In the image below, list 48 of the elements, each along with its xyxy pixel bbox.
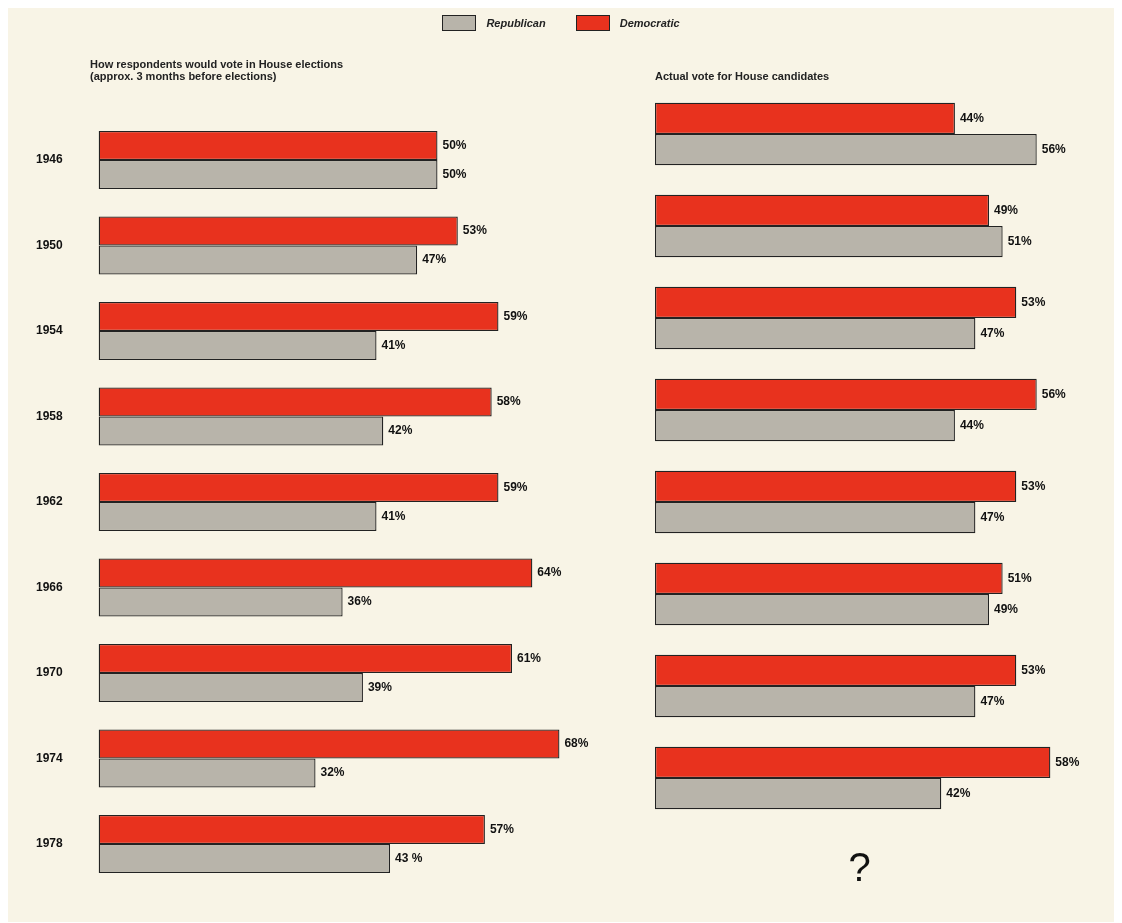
chart-title: Actual vote for House candidates — [655, 70, 830, 82]
data-label: 53% — [1021, 478, 1046, 493]
data-label: 43 % — [395, 850, 423, 865]
y-tick-label: 1974 — [35, 750, 64, 765]
data-label: 61% — [517, 650, 542, 665]
data-label: 39% — [367, 679, 393, 694]
data-label: 41% — [381, 337, 406, 352]
data-label: 50% — [442, 166, 467, 181]
data-label: 58% — [496, 394, 522, 409]
data-label: 47% — [980, 325, 1005, 340]
data-label: 56% — [1041, 141, 1067, 156]
data-label: 49% — [994, 601, 1019, 616]
data-label: 47% — [422, 252, 447, 267]
y-tick-label: 1954 — [35, 323, 64, 338]
data-label: 59% — [503, 479, 528, 494]
data-label: 56% — [1041, 386, 1067, 401]
y-tick-label: 1950 — [35, 237, 64, 252]
y-tick-label: 1966 — [35, 579, 64, 594]
data-label: 44% — [959, 417, 985, 432]
y-tick-label: 1958 — [35, 408, 64, 423]
data-label: 36% — [347, 594, 372, 609]
data-label: 47% — [980, 509, 1005, 524]
data-label: 41% — [381, 508, 406, 523]
y-tick-label: 1962 — [35, 494, 64, 509]
data-label: 42% — [946, 785, 971, 800]
y-tick-label: 1978 — [35, 836, 64, 851]
data-label: 53% — [462, 223, 488, 238]
data-label: 53% — [1021, 294, 1046, 309]
data-label: 49% — [994, 202, 1019, 217]
data-label: 57% — [489, 821, 515, 836]
legend-label: Republican — [485, 16, 546, 31]
y-tick-label: 1946 — [35, 152, 64, 167]
data-label: 51% — [1007, 570, 1032, 585]
y-tick-label: 1970 — [35, 665, 64, 680]
chart-title: How respondents would vote in House elections (approx. 3 months before elections) — [90, 58, 344, 82]
data-label: 59% — [503, 308, 528, 323]
data-label: 51% — [1007, 233, 1032, 248]
data-label: 32% — [320, 765, 345, 780]
data-label: 50% — [442, 137, 467, 152]
annotation: ? — [848, 845, 871, 890]
data-label: 68% — [564, 736, 589, 751]
data-label: 58% — [1055, 754, 1080, 769]
data-label: 44% — [959, 110, 985, 125]
data-label: 64% — [537, 565, 562, 580]
data-label: 53% — [1021, 662, 1046, 677]
legend-label: Democratic — [618, 16, 680, 31]
data-label: 47% — [980, 693, 1005, 708]
data-label: 42% — [388, 423, 413, 438]
